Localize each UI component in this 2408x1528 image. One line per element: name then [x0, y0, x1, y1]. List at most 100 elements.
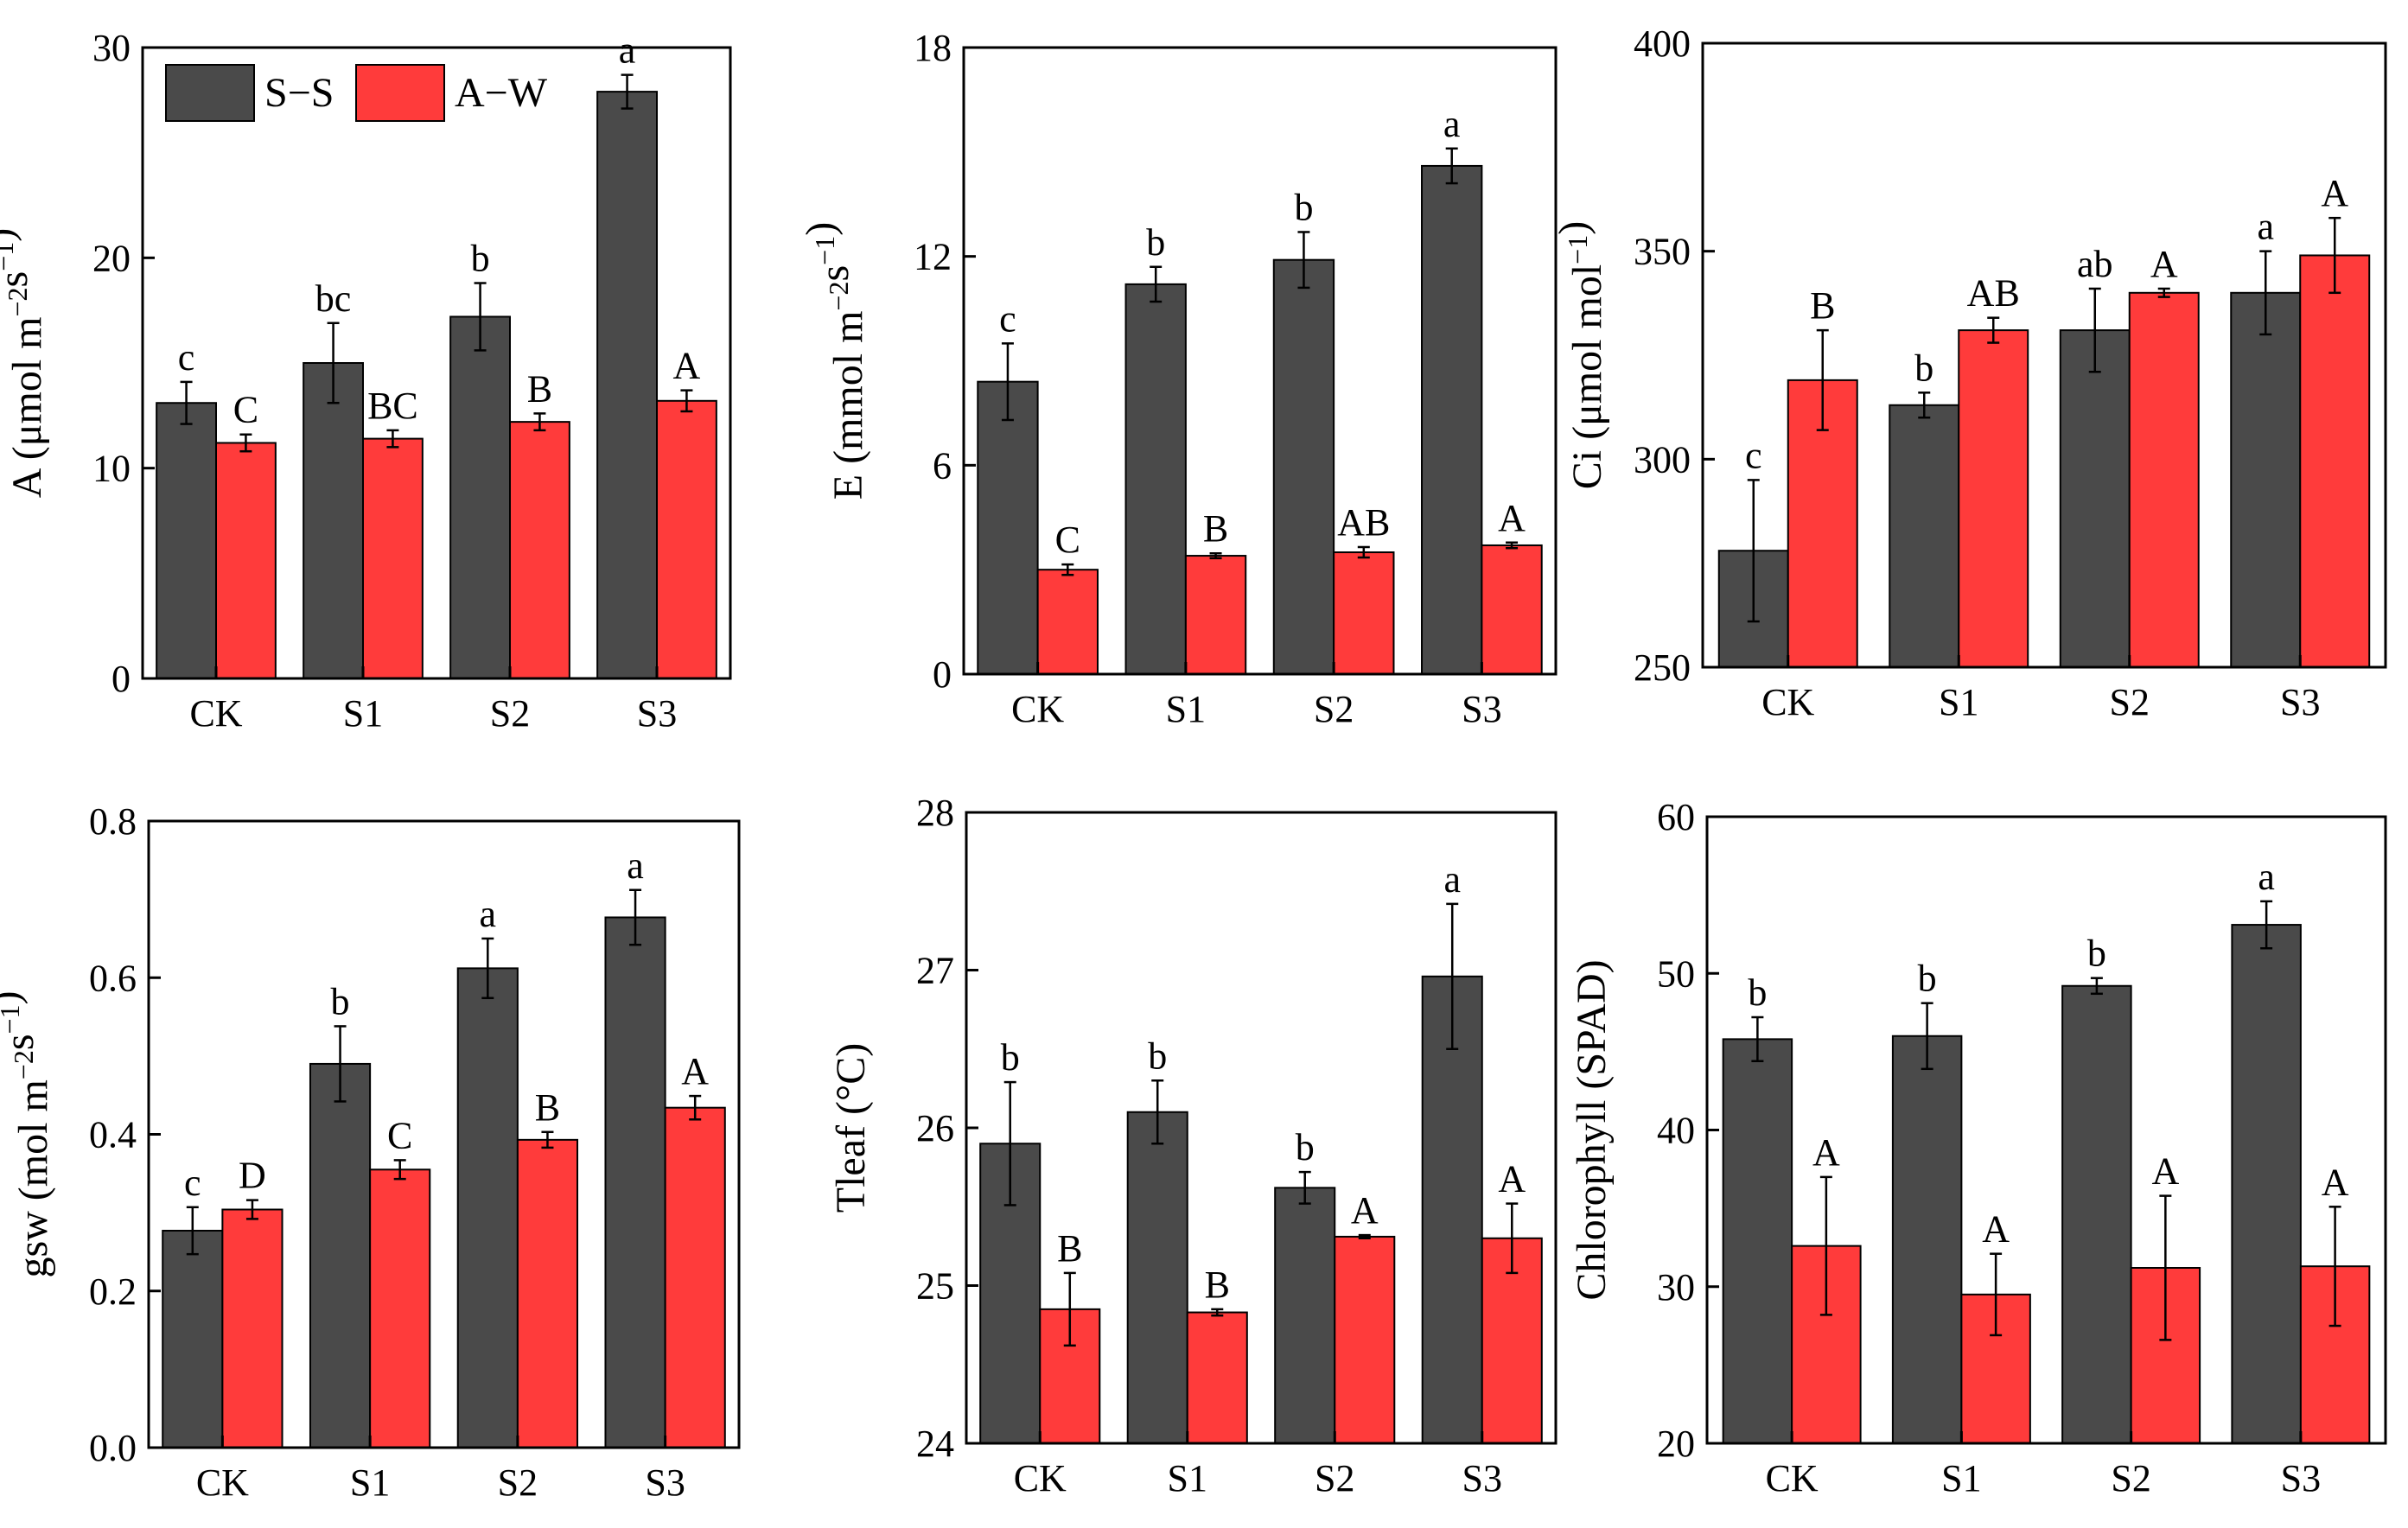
x-tick-label: S1: [350, 1461, 390, 1504]
error-bar: [629, 888, 642, 946]
significance-label: C: [1055, 519, 1080, 561]
bar-aw-s3: [664, 1106, 726, 1448]
significance-label: b: [1001, 1036, 1020, 1079]
x-tick-label: CK: [1766, 1457, 1819, 1499]
bar-aw-s3: [1481, 544, 1543, 675]
error-bar: [393, 1159, 406, 1181]
y-axis-label-superscript: −1: [0, 242, 19, 271]
x-tick-label: CK: [189, 692, 242, 735]
significance-label: b: [1748, 971, 1767, 1014]
bar-aw-s3: [656, 399, 717, 679]
legend-swatch-aw: [355, 64, 445, 122]
y-axis-label-part: gsw (mol m: [10, 1079, 56, 1277]
bar-aw-s2: [1334, 1235, 1396, 1445]
error-bar: [1445, 147, 1458, 185]
plot-frame: [962, 46, 1558, 676]
error-bar: [2328, 1206, 2341, 1327]
bar-ss-ck: [1722, 1038, 1793, 1444]
error-bar: [2260, 900, 2273, 950]
y-tick-label: 6: [933, 444, 952, 487]
error-bar: [689, 1094, 702, 1121]
error-bar: [334, 1025, 347, 1103]
significance-label: B: [1057, 1227, 1082, 1270]
significance-label: A: [2150, 243, 2178, 285]
error-bar: [1918, 392, 1931, 419]
y-axis-label-part: ): [798, 222, 844, 236]
significance-label: A: [1351, 1189, 1379, 1232]
x-tick-label: S2: [498, 1461, 538, 1504]
error-bar: [245, 1199, 258, 1220]
y-tick-label: 30: [1657, 1266, 1695, 1308]
x-tick-label: S1: [1166, 688, 1206, 730]
error-bar: [474, 282, 487, 352]
x-tick-label: S3: [1462, 688, 1501, 730]
x-tick-label: S1: [343, 692, 383, 735]
y-tick-label: 28: [916, 792, 954, 834]
error-bar: [1990, 1252, 2003, 1337]
x-tick-label: S2: [490, 692, 530, 735]
y-axis-label-part: Chlorophyll (SPAD): [1569, 959, 1615, 1300]
x-tick-label: CK: [196, 1461, 249, 1504]
bar-aw-s2: [2128, 291, 2200, 668]
chart-panel-5: b b b a B B A A 24 25 26 27 28 CK S1 S2 S3 Tleaf (°C): [828, 792, 1558, 1499]
error-bar: [2328, 216, 2341, 295]
y-axis-label-part: ): [0, 228, 22, 242]
significance-label: c: [999, 297, 1016, 340]
error-bar: [386, 429, 399, 449]
y-axis-label: E (mmol m−2s−1): [798, 222, 871, 500]
y-tick-label: 60: [1657, 796, 1695, 838]
x-tick-label: CK: [1011, 688, 1064, 730]
y-axis-label: A (μmol m−2s−1): [0, 228, 50, 499]
significance-label: A: [1982, 1208, 2010, 1251]
y-tick-label: 25: [916, 1265, 954, 1308]
significance-label: C: [387, 1114, 412, 1156]
bar-ss-s1: [1889, 404, 1960, 668]
significance-label: b: [1146, 221, 1165, 264]
significance-label: c: [1745, 434, 1762, 476]
x-tick-label: S1: [1941, 1457, 1981, 1499]
error-bar: [1747, 479, 1760, 623]
significance-label: BC: [367, 385, 418, 427]
error-bar: [1003, 1080, 1016, 1206]
error-bar: [541, 1130, 554, 1149]
significance-label: a: [480, 893, 497, 935]
error-bar: [533, 412, 546, 432]
bar-ss-ck: [156, 402, 217, 679]
x-tick-label: S2: [2110, 681, 2150, 723]
error-bar: [186, 1206, 199, 1256]
y-axis-label-superscript: −1: [0, 1004, 25, 1034]
error-bar: [1987, 316, 2000, 344]
significance-label: a: [1443, 103, 1461, 145]
error-bar: [1209, 551, 1222, 560]
x-tick-label: S3: [645, 1461, 685, 1504]
significance-label: B: [1203, 507, 1228, 550]
y-tick-label: 0.4: [89, 1114, 137, 1156]
significance-label: AB: [1337, 501, 1390, 544]
error-bar: [1297, 231, 1310, 290]
y-tick-label: 250: [1634, 646, 1691, 689]
error-bar: [1211, 1308, 1224, 1317]
error-bar: [1921, 1002, 1933, 1071]
bar-ss-s3: [2230, 291, 2302, 668]
bar-ss-s1: [1891, 1035, 1963, 1444]
error-bar: [2259, 250, 2272, 336]
legend-swatch-ss: [165, 64, 255, 122]
y-axis-label-part: ): [1551, 221, 1596, 235]
y-tick-label: 0.6: [89, 957, 137, 999]
bar-ss-s1: [1126, 1111, 1188, 1444]
error-bar: [680, 389, 693, 413]
bar-ss-s3: [2231, 924, 2302, 1444]
significance-label: A: [681, 1050, 709, 1092]
bar-ss-ck: [162, 1229, 224, 1448]
error-bar: [1063, 1271, 1076, 1347]
y-tick-label: 18: [914, 27, 952, 69]
significance-label: B: [527, 367, 552, 410]
bar-ss-ck: [977, 380, 1039, 675]
significance-label: b: [331, 980, 350, 1022]
y-axis-label-part: A (μmol m: [4, 317, 50, 499]
chart-panel-6: b b b a A A A A 20 30 40 50 60 CK S1 S2 S3 Chlorophyll (S…: [1569, 796, 2387, 1499]
error-bar: [1819, 1175, 1832, 1316]
x-tick-label: CK: [1014, 1457, 1067, 1499]
error-bar: [2157, 287, 2170, 298]
